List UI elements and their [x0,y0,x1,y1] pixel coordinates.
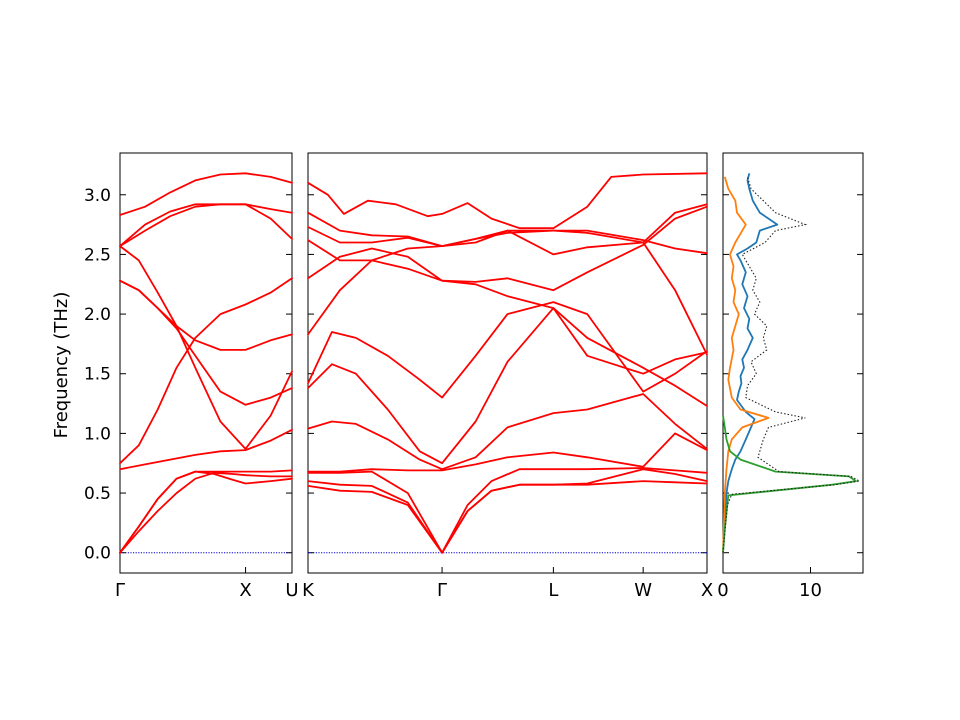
y-axis-label: Frequency (THz) [51,292,72,439]
phonon-band-line [307,226,708,356]
phonon-band-line [119,279,293,406]
x-tick-label: X [701,580,713,601]
phonon-band-line [119,172,293,216]
y-tick-label: 2.5 [84,245,111,265]
phonon-band-line [119,279,293,351]
phonon-band-line [307,203,708,262]
y-tick-label: 1.0 [84,424,111,444]
phonon-band-line [307,467,708,554]
phonon-band-line [119,277,293,465]
phonon-band-line [307,307,708,465]
phonon-band-line [119,203,293,247]
phonon-band-line [119,245,293,450]
x-tick-label: L [548,580,558,601]
y-tick-labels: 0.0 0.5 1.0 1.5 2.0 2.5 3.0 [84,186,111,564]
dos-frame [722,152,864,574]
phonon-band-line [307,393,708,471]
dos-series-line [722,173,779,553]
dos-series-line [722,176,770,553]
y-tick-label: 2.0 [84,305,111,325]
y-tick-label: 3.0 [84,186,111,206]
phonon-band-line [307,468,708,554]
x-tick-label: Γ [115,580,125,601]
x-tick-label: 0 [717,580,728,601]
phonon-band-line [307,259,708,375]
phonon-band-line [307,432,708,473]
phonon-band-line [119,203,293,247]
phonon-band-line [307,205,708,292]
phonon-band-line [119,469,293,554]
x-tick-label: K [302,580,315,601]
phonon-band-line [119,428,293,471]
y-tick-label: 0.5 [84,484,111,504]
plot-frame [307,152,708,574]
phonon-band-line [307,301,708,399]
x-tick-label: 10 [799,580,822,601]
x-tick-label: U [285,580,298,601]
x-tick-label: X [239,580,251,601]
y-tick-label: 0.0 [84,544,111,564]
phonon-band-line [119,470,293,554]
y-tick-label: 1.5 [84,365,111,385]
x-tick-label: Γ [437,580,447,601]
x-tick-label: W [634,580,652,601]
phonon-band-line [307,172,708,230]
phonon-band-line [119,471,293,554]
phonon-band-line [307,480,708,554]
plot-frame [119,152,293,574]
dos-series-line [722,415,857,553]
dos-panel: 0 10 [717,152,864,601]
phonon-band-line [307,211,708,255]
